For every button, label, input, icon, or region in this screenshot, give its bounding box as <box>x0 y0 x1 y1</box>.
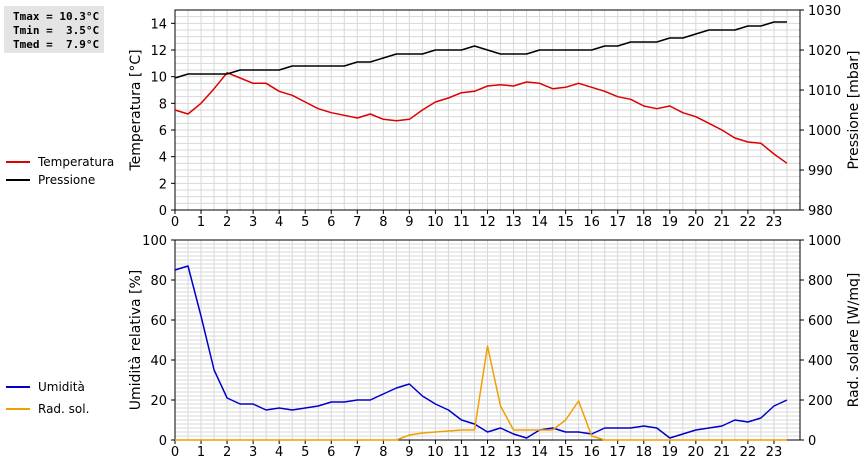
lower-xtick-label: 10 <box>427 445 444 460</box>
stats-box: Tmax = 10.3°C Tmin = 3.5°C Tmed = 7.9°C <box>4 6 104 53</box>
upper-ytick-label: 4 <box>159 151 167 166</box>
lower-ytick-label: 60 <box>150 314 167 329</box>
legend-label: Temperatura <box>37 155 114 169</box>
upper-xtick-label: 12 <box>479 215 496 230</box>
upper-xtick-label: 19 <box>662 215 679 230</box>
lower-xtick-label: 13 <box>505 445 522 460</box>
lower-xtick-label: 2 <box>223 445 231 460</box>
lower-ytick-label: 0 <box>159 434 167 449</box>
lower-xtick-label: 3 <box>249 445 257 460</box>
lower-xtick-label: 7 <box>353 445 361 460</box>
stat-tmed: Tmed = 7.9°C <box>13 38 100 51</box>
upper-xtick-label: 6 <box>327 215 335 230</box>
upper-xtick-label: 13 <box>505 215 522 230</box>
lower-xtick-label: 9 <box>405 445 413 460</box>
lower-xtick-label: 22 <box>740 445 757 460</box>
lower-ytick-label: 40 <box>150 354 167 369</box>
upper-xtick-label: 23 <box>766 215 783 230</box>
lower-y2tick-label: 1000 <box>808 234 841 249</box>
upper-y2tick-label: 1020 <box>808 44 841 59</box>
upper-xtick-label: 20 <box>688 215 705 230</box>
upper-xtick-label: 9 <box>405 215 413 230</box>
upper-xtick-label: 15 <box>557 215 574 230</box>
upper-ytick-label: 12 <box>150 44 167 59</box>
upper-xtick-label: 2 <box>223 215 231 230</box>
legend-label: Pressione <box>38 173 95 187</box>
upper-y2tick-label: 1000 <box>808 124 841 139</box>
upper-ytick-label: 8 <box>159 97 167 112</box>
legend-label: Rad. sol. <box>38 402 89 416</box>
upper-xtick-label: 21 <box>714 215 731 230</box>
lower-xtick-label: 4 <box>275 445 283 460</box>
upper-y2label: Pressione [mbar] <box>846 50 860 169</box>
upper-y2tick-label: 1010 <box>808 84 841 99</box>
upper-ytick-label: 2 <box>159 177 167 192</box>
lower-xtick-label: 17 <box>609 445 626 460</box>
upper-y2tick-label: 990 <box>808 164 833 179</box>
upper-ytick-label: 14 <box>150 17 167 32</box>
lower-xtick-label: 14 <box>531 445 548 460</box>
lower-xtick-label: 8 <box>379 445 387 460</box>
lower-xtick-label: 11 <box>453 445 470 460</box>
upper-xtick-label: 0 <box>171 215 179 230</box>
upper-xtick-label: 8 <box>379 215 387 230</box>
series-line-umidit <box>174 265 788 439</box>
upper-xtick-label: 1 <box>197 215 205 230</box>
stat-tmin: Tmin = 3.5°C <box>13 24 100 37</box>
lower-y2tick-label: 400 <box>808 354 833 369</box>
upper-xtick-label: 5 <box>301 215 309 230</box>
lower-xtick-label: 0 <box>171 445 179 460</box>
lower-y2tick-label: 0 <box>808 434 816 449</box>
lower-xtick-label: 6 <box>327 445 335 460</box>
lower-y2tick-label: 600 <box>808 314 833 329</box>
lower-y2tick-label: 800 <box>808 274 833 289</box>
lower-ytick-label: 80 <box>150 274 167 289</box>
upper-ylabel: Temperatura [°C] <box>128 49 144 171</box>
lower-xtick-label: 21 <box>714 445 731 460</box>
lower-xtick-label: 19 <box>662 445 679 460</box>
lower-xtick-label: 15 <box>557 445 574 460</box>
upper-xtick-label: 3 <box>249 215 257 230</box>
upper-xtick-label: 17 <box>609 215 626 230</box>
upper-xtick-label: 11 <box>453 215 470 230</box>
upper-xtick-label: 14 <box>531 215 548 230</box>
upper-y2tick-label: 980 <box>808 204 833 219</box>
lower-y2label: Rad. solare [W/mq] <box>846 273 860 408</box>
lower-ytick-label: 20 <box>150 394 167 409</box>
upper-xtick-label: 4 <box>275 215 283 230</box>
upper-xtick-label: 10 <box>427 215 444 230</box>
lower-xtick-label: 5 <box>301 445 309 460</box>
series-line-rad-sol <box>175 345 787 441</box>
upper-y2tick-label: 1030 <box>808 4 841 19</box>
lower-xtick-label: 12 <box>479 445 496 460</box>
lower-xtick-label: 23 <box>766 445 783 460</box>
lower-xtick-label: 16 <box>583 445 600 460</box>
lower-xtick-label: 18 <box>635 445 652 460</box>
upper-ytick-label: 6 <box>159 124 167 139</box>
stat-tmax: Tmax = 10.3°C <box>13 10 100 23</box>
upper-xtick-label: 7 <box>353 215 361 230</box>
upper-ytick-label: 0 <box>159 204 167 219</box>
upper-xtick-label: 22 <box>740 215 757 230</box>
series-line-pressione <box>174 21 787 79</box>
upper-xtick-label: 16 <box>583 215 600 230</box>
upper-xtick-label: 18 <box>635 215 652 230</box>
lower-ytick-label: 100 <box>142 234 167 249</box>
lower-xtick-label: 1 <box>197 445 205 460</box>
lower-ylabel: Umidità relativa [%] <box>128 270 144 411</box>
lower-xtick-label: 20 <box>688 445 705 460</box>
upper-ytick-label: 10 <box>150 71 167 86</box>
lower-y2tick-label: 200 <box>808 394 833 409</box>
legend-label: Umidità <box>38 380 85 394</box>
series-line-temperatura <box>174 71 788 164</box>
